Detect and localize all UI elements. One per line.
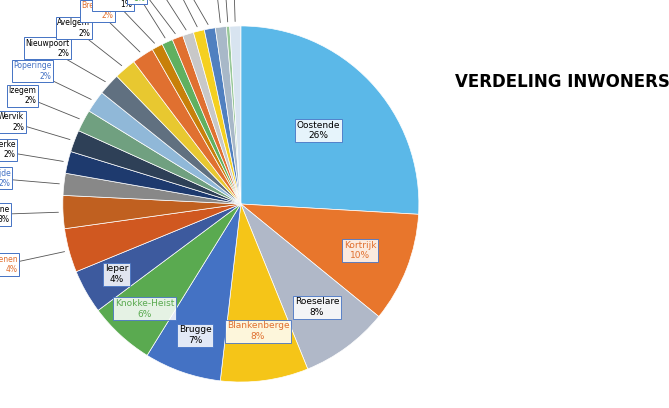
Text: Bredene
2%: Bredene 2% — [82, 1, 140, 52]
Text: De Haan
1%: De Haan 1% — [139, 0, 186, 30]
Text: Menen
4%: Menen 4% — [0, 252, 65, 274]
Wedge shape — [153, 44, 241, 204]
Wedge shape — [71, 131, 241, 204]
Wedge shape — [134, 49, 241, 204]
Wedge shape — [173, 35, 241, 204]
Wedge shape — [229, 26, 241, 204]
Text: VERDELING INWONERS: VERDELING INWONERS — [454, 73, 669, 91]
Text: Izegem
2%: Izegem 2% — [9, 86, 80, 119]
Text: Tielt
1%: Tielt 1% — [128, 0, 165, 38]
Text: Knokke-Heist
6%: Knokke-Heist 6% — [115, 299, 174, 319]
Wedge shape — [117, 62, 241, 204]
Text: Poperinge
2%: Poperinge 2% — [13, 61, 91, 100]
Wedge shape — [76, 204, 241, 310]
Text: Brugge
7%: Brugge 7% — [179, 326, 211, 345]
Text: Kortrijk
10%: Kortrijk 10% — [344, 241, 377, 260]
Text: Harelbeke
1%: Harelbeke 1% — [93, 0, 155, 43]
Text: Middelkerke
2%: Middelkerke 2% — [0, 140, 64, 162]
Wedge shape — [64, 204, 241, 272]
Text: Torhout
1%: Torhout 1% — [201, 0, 229, 22]
Text: Veurne
1%: Veurne 1% — [159, 0, 197, 27]
Text: Nieuwpoort
2%: Nieuwpoort 2% — [25, 39, 105, 82]
Wedge shape — [98, 204, 241, 355]
Wedge shape — [89, 93, 241, 204]
Wedge shape — [147, 204, 241, 381]
Text: Ieper
4%: Ieper 4% — [105, 264, 128, 284]
Text: De Panne
3%: De Panne 3% — [0, 205, 58, 224]
Text: Koksijde
2%: Koksijde 2% — [0, 169, 60, 188]
Wedge shape — [241, 204, 419, 317]
Wedge shape — [226, 26, 241, 204]
Wedge shape — [215, 27, 241, 204]
Wedge shape — [102, 76, 241, 204]
Wedge shape — [241, 26, 419, 214]
Wedge shape — [204, 28, 241, 204]
Wedge shape — [241, 204, 379, 369]
Wedge shape — [63, 173, 241, 204]
Wedge shape — [183, 32, 241, 204]
Text: Wervik
2%: Wervik 2% — [0, 112, 70, 140]
Text: Avelgem
2%: Avelgem 2% — [58, 18, 122, 66]
Wedge shape — [66, 151, 241, 204]
Text: Blankenberge
8%: Blankenberge 8% — [227, 322, 290, 341]
Text: Diksmuide
1%: Diksmuide 1% — [160, 0, 208, 24]
Text: Koekelare
1%: Koekelare 1% — [215, 0, 252, 22]
Wedge shape — [63, 195, 241, 229]
Wedge shape — [162, 40, 241, 204]
Text: Oostende
26%: Oostende 26% — [297, 121, 341, 140]
Text: Waregem
1%: Waregem 1% — [122, 0, 175, 34]
Text: Roeselare
8%: Roeselare 8% — [295, 297, 339, 317]
Wedge shape — [78, 111, 241, 204]
Text: Ichtegem
0,3%: Ichtegem 0,3% — [206, 0, 242, 22]
Wedge shape — [220, 204, 308, 382]
Wedge shape — [193, 30, 241, 204]
